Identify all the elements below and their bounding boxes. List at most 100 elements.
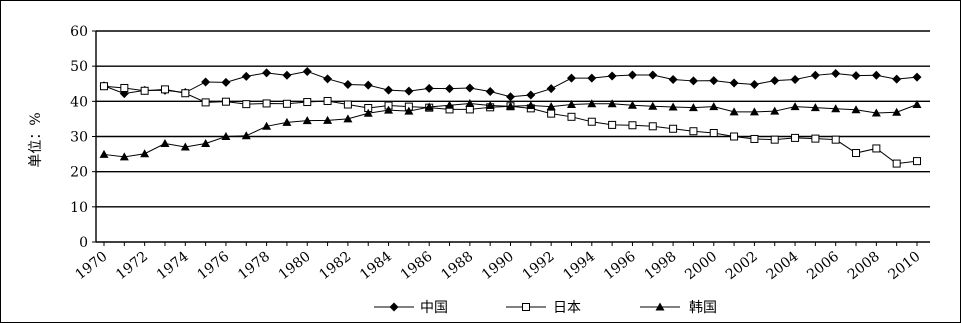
korea-data-point	[912, 99, 922, 108]
legend-marker-korea	[655, 302, 665, 311]
axes	[92, 30, 930, 246]
legend-marker-japan	[522, 303, 530, 311]
korea-data-point	[465, 98, 475, 107]
korea-data-point	[424, 102, 434, 111]
japan-data-point	[608, 120, 617, 129]
legend-marker-china	[389, 302, 399, 312]
china-data-point	[790, 75, 800, 85]
japan-data-point	[852, 149, 861, 158]
china-data-point	[831, 69, 841, 79]
china-data-point	[566, 73, 576, 83]
japan-data-point	[465, 105, 474, 114]
japan-data-point	[303, 98, 312, 107]
x-tick-label: 2004	[764, 248, 802, 283]
japan-data-point	[181, 89, 190, 98]
korea-data-point	[445, 100, 455, 109]
y-tick-label: 0	[79, 235, 88, 251]
japan-data-point	[221, 97, 230, 106]
china-data-point	[485, 86, 495, 96]
korea-data-point	[831, 104, 841, 113]
china-data-point	[709, 76, 719, 86]
japan-data-point	[628, 121, 637, 130]
japan-data-point	[892, 159, 901, 168]
x-tick-label: 1994	[560, 248, 598, 283]
japan-data-point	[913, 157, 921, 166]
x-tick-label: 2010	[886, 249, 924, 284]
china-data-point	[770, 76, 780, 86]
china-data-point	[465, 83, 475, 93]
korea-data-point	[790, 102, 800, 111]
china-data-point	[526, 90, 536, 100]
y-axis-label: 单位：%	[28, 112, 44, 167]
korea-data-point	[749, 107, 759, 116]
china-series-line-group	[99, 66, 922, 102]
x-tick-label: 1992	[520, 249, 558, 284]
x-tick-label: 1986	[398, 248, 436, 283]
china-data-point	[506, 92, 515, 102]
x-tick-label: 1988	[438, 249, 476, 284]
korea-data-point	[160, 139, 170, 148]
x-tick-label: 1982	[316, 249, 354, 284]
china-data-point	[221, 77, 231, 87]
japan-data-point	[750, 134, 759, 143]
china-data-point	[607, 71, 617, 81]
china-data-point	[810, 70, 820, 80]
korea-data-point	[323, 115, 333, 124]
japan-data-point	[587, 117, 596, 126]
korea-data-point	[485, 101, 495, 110]
japan-data-point	[201, 98, 210, 107]
x-tick-label: 1970	[73, 249, 111, 284]
gridlines	[96, 30, 930, 208]
korea-data-point	[180, 142, 190, 151]
legend-label-japan: 日本	[553, 300, 581, 316]
y-tick-label: 30	[70, 130, 88, 146]
korea-data-point	[384, 105, 394, 114]
japan-data-point	[100, 82, 108, 91]
japan-data-point	[120, 83, 129, 92]
korea-data-point	[506, 101, 515, 110]
korea-data-point	[892, 107, 902, 116]
series-group	[99, 66, 922, 168]
korea-data-point	[871, 108, 881, 117]
china-data-point	[241, 71, 251, 81]
korea-data-point	[262, 121, 272, 130]
korea-data-point	[587, 99, 597, 108]
japan-data-point	[669, 124, 678, 133]
japan-data-point	[872, 144, 881, 153]
y-tick-label: 60	[70, 24, 88, 40]
y-tick-label: 10	[70, 200, 88, 216]
korea-data-point	[688, 103, 698, 112]
china-data-point	[404, 86, 414, 96]
japan-data-point	[709, 128, 718, 137]
china-data-point	[424, 83, 434, 93]
korea-series-line-group	[99, 98, 922, 161]
china-data-point	[871, 70, 881, 80]
japan-data-point	[547, 109, 556, 118]
x-tick-label: 1972	[113, 249, 151, 284]
legend: 中国 日本 韩国	[374, 300, 717, 316]
korea-data-point	[709, 102, 719, 111]
china-data-point	[587, 73, 597, 83]
japan-data-point	[811, 134, 820, 143]
china-data-point	[912, 72, 922, 82]
china-data-point	[627, 70, 637, 80]
korea-data-point	[343, 114, 353, 123]
x-tick-label: 1998	[642, 249, 680, 284]
korea-data-point	[140, 149, 150, 158]
x-tick-label: 2002	[723, 249, 761, 284]
japan-data-point	[323, 96, 332, 105]
legend-label-china: 中国	[420, 300, 448, 316]
korea-data-point	[627, 100, 637, 109]
china-data-point	[363, 80, 373, 90]
korea-data-point	[282, 117, 292, 126]
x-tick-label: 1990	[479, 249, 517, 284]
x-tick-label: 1974	[154, 248, 192, 283]
japan-data-point	[140, 86, 149, 95]
china-data-point	[282, 70, 292, 80]
korea-data-point	[241, 131, 251, 140]
korea-data-point	[201, 139, 211, 148]
china-data-point	[201, 77, 211, 87]
korea-data-point	[119, 152, 129, 161]
